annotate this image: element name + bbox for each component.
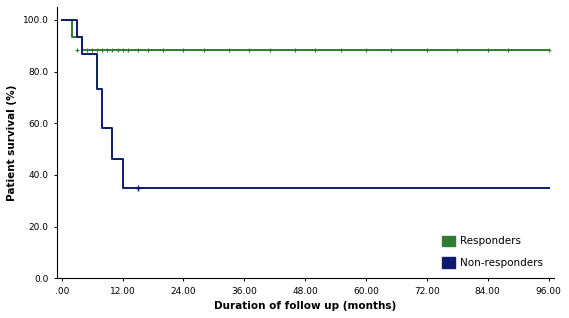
Legend: Responders, Non-responders: Responders, Non-responders	[438, 231, 549, 273]
Y-axis label: Patient survival (%): Patient survival (%)	[7, 84, 17, 201]
X-axis label: Duration of follow up (months): Duration of follow up (months)	[214, 301, 396, 311]
